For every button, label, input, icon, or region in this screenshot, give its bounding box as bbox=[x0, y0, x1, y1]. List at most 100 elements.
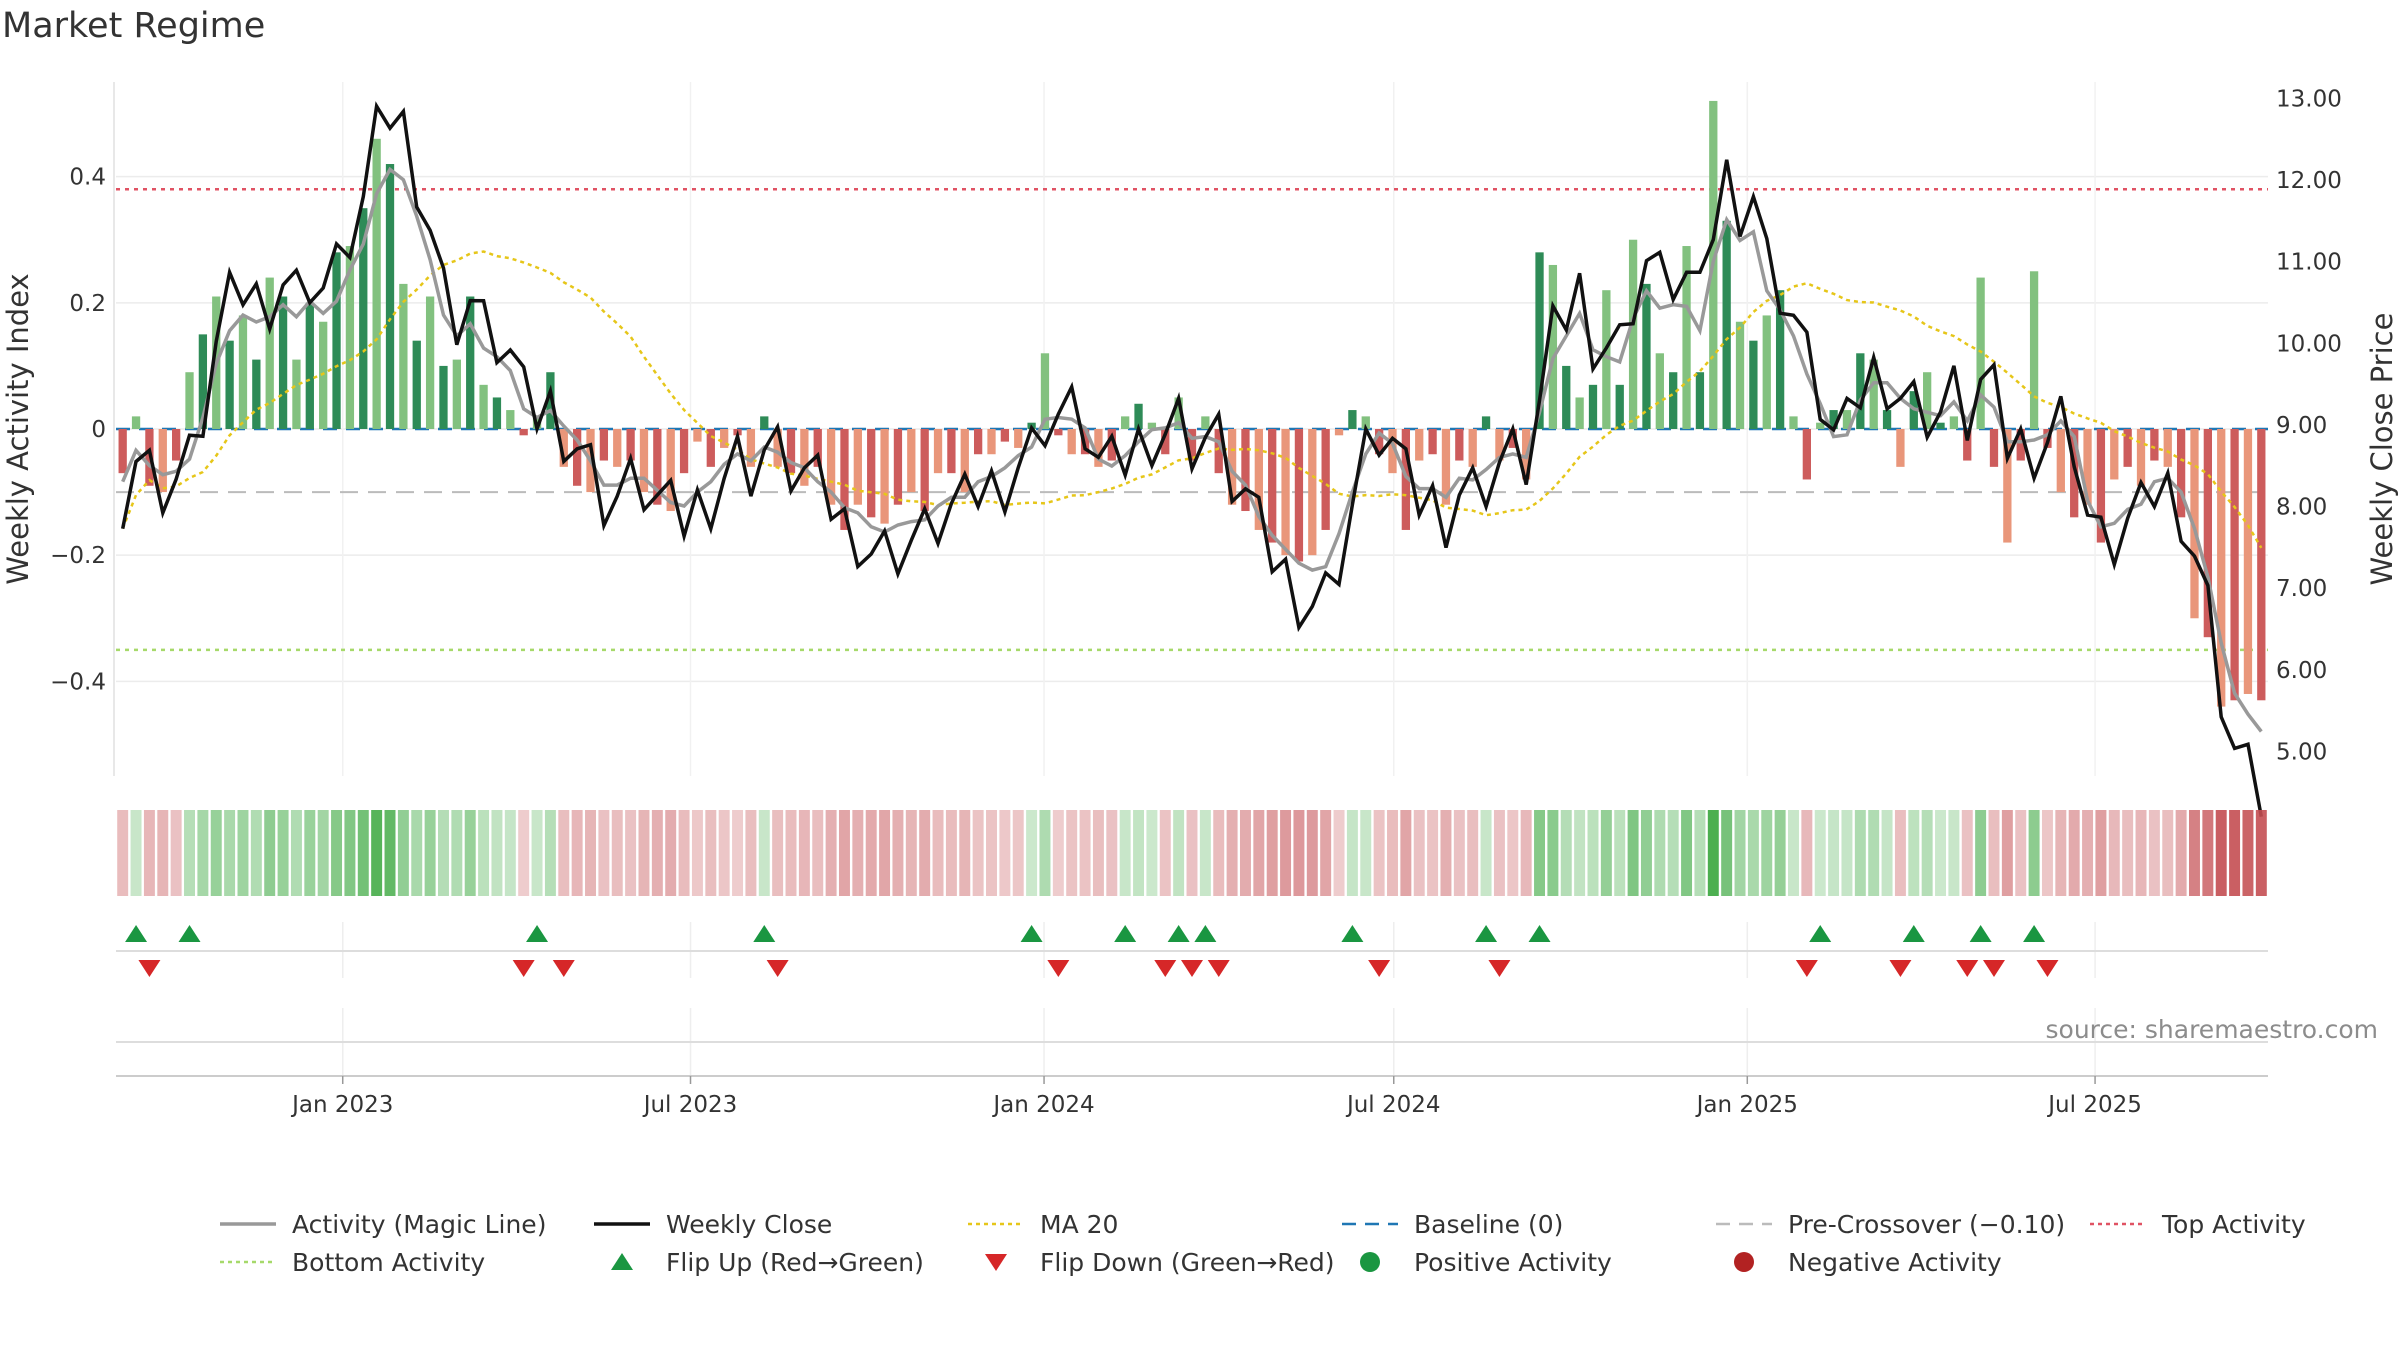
legend-label: Flip Up (Red→Green) bbox=[666, 1248, 924, 1277]
legend-label: Bottom Activity bbox=[292, 1248, 485, 1277]
legend: Activity (Magic Line) Weekly Close MA 20 Ba… bbox=[220, 1210, 2306, 1277]
y-right-tick-label: 9.00 bbox=[2276, 413, 2327, 439]
activity-bar bbox=[1588, 384, 1598, 429]
activity-bar bbox=[867, 429, 876, 518]
regime-strip-cell bbox=[1534, 810, 1546, 896]
regime-strip-cell bbox=[1614, 810, 1626, 896]
regime-strip-cell bbox=[1493, 810, 1505, 896]
regime-strip-cell bbox=[1400, 810, 1412, 896]
flip-up-marker bbox=[2023, 925, 2046, 942]
activity-bar bbox=[1481, 416, 1491, 429]
activity-bar bbox=[439, 365, 448, 429]
activity-bar bbox=[2096, 429, 2106, 543]
regime-strip-cell bbox=[2028, 810, 2040, 896]
activity-bar bbox=[2016, 429, 2025, 461]
regime-strip-cell bbox=[1159, 810, 1171, 896]
x-tick-label: Jan 2023 bbox=[290, 1092, 393, 1118]
regime-strip-cell bbox=[2068, 810, 2080, 896]
series-lines bbox=[120, 101, 2264, 818]
activity-bar bbox=[1174, 397, 1183, 429]
legend-item: Pre-Crossover (−0.10) bbox=[1716, 1210, 2065, 1239]
activity-bar bbox=[1976, 277, 1985, 429]
activity-bar bbox=[1949, 416, 1959, 429]
activity-bar bbox=[800, 429, 809, 486]
regime-strip-cell bbox=[638, 810, 650, 896]
activity-bar bbox=[2150, 429, 2159, 461]
regime-strip-cell bbox=[2082, 810, 2094, 896]
regime-strip-cell bbox=[558, 810, 570, 896]
activity-bar bbox=[773, 429, 782, 467]
activity-bar bbox=[1882, 410, 1892, 429]
y-left-axis-label: Weekly Activity Index bbox=[1, 273, 35, 584]
regime-strip-cell bbox=[1921, 810, 1933, 896]
regime-strip-cell bbox=[1761, 810, 1773, 896]
x-tick-label: Jan 2025 bbox=[1695, 1092, 1798, 1118]
activity-bar bbox=[2110, 429, 2119, 480]
activity-bar bbox=[973, 429, 983, 455]
regime-strip-cell bbox=[2229, 810, 2241, 896]
y-left-tick-label: −0.4 bbox=[50, 669, 106, 695]
activity-bar bbox=[1829, 410, 1838, 429]
activity-bar bbox=[198, 334, 208, 429]
regime-strip-cell bbox=[1052, 810, 1064, 896]
regime-strip-cell bbox=[1721, 810, 1733, 896]
flip-up-marker bbox=[1902, 925, 1925, 942]
regime-strip-cell bbox=[1894, 810, 1906, 896]
regime-strip-cell bbox=[1788, 810, 1799, 896]
reference-lines bbox=[116, 188, 2268, 652]
legend-label: Activity (Magic Line) bbox=[292, 1210, 546, 1239]
activity-bar bbox=[1869, 359, 1878, 429]
regime-strip-cell bbox=[1640, 810, 1652, 896]
activity-bar bbox=[1923, 372, 1932, 429]
activity-bar bbox=[546, 372, 555, 429]
activity-bar bbox=[653, 429, 662, 505]
legend-item: Positive Activity bbox=[1360, 1248, 1612, 1277]
activity-bar bbox=[1147, 422, 1157, 429]
regime-strip-cell bbox=[290, 810, 302, 896]
regime-strip-cell bbox=[959, 810, 971, 896]
activity-bar bbox=[225, 340, 234, 429]
flip-down-marker bbox=[138, 960, 161, 977]
regime-strip-cell bbox=[625, 810, 637, 896]
activity-bar bbox=[666, 429, 675, 512]
regime-strip-cell bbox=[1360, 810, 1372, 896]
regime-strip-cell bbox=[1547, 810, 1559, 896]
activity-bar bbox=[1000, 429, 1010, 442]
y-right-tick-label: 11.00 bbox=[2276, 250, 2342, 276]
flip-down-marker bbox=[1047, 960, 1070, 977]
activity-bar bbox=[2163, 429, 2172, 467]
regime-strip-cell bbox=[1427, 810, 1439, 896]
regime-strip-cell bbox=[852, 810, 864, 896]
legend-item: Flip Down (Green→Red) bbox=[985, 1248, 1335, 1277]
legend-item: Negative Activity bbox=[1734, 1248, 2002, 1277]
regime-strip-cell bbox=[705, 810, 717, 896]
regime-strip-cell bbox=[732, 810, 744, 896]
regime-strip-cell bbox=[838, 810, 850, 896]
legend-flip-down-icon bbox=[985, 1254, 1007, 1271]
legend-label: Top Activity bbox=[2161, 1210, 2306, 1239]
axes: 0.4 0.2 0 −0.2 −0.4 13.00 12.00 11.00 10.00 9.00 8… bbox=[1, 82, 2399, 776]
regime-strip-cell bbox=[2135, 810, 2147, 896]
flip-down-marker bbox=[1956, 960, 1979, 977]
flip-up-marker bbox=[753, 925, 776, 942]
flip-up-marker bbox=[1167, 925, 1190, 942]
activity-bar bbox=[1214, 429, 1223, 474]
y-right-tick-label: 13.00 bbox=[2276, 86, 2342, 112]
x-axis: Jan 2023 Jul 2023 Jan 2024 Jul 2024 Jan 2025… bbox=[116, 1008, 2268, 1118]
activity-bar bbox=[1401, 429, 1411, 530]
regime-strip-cell bbox=[157, 810, 169, 896]
regime-strip-cell bbox=[2001, 810, 2013, 896]
regime-strip-cell bbox=[905, 810, 917, 896]
activity-bar bbox=[1321, 429, 1330, 530]
activity-bar bbox=[2257, 429, 2266, 701]
regime-strip-cell bbox=[2255, 810, 2267, 896]
regime-strip-cell bbox=[1881, 810, 1893, 896]
regime-strip-cell bbox=[1026, 810, 1038, 896]
regime-strip-cell bbox=[518, 810, 530, 896]
activity-bar bbox=[1495, 429, 1504, 461]
regime-strip-cell bbox=[1306, 810, 1318, 896]
legend-item: Activity (Magic Line) bbox=[220, 1210, 546, 1239]
flip-down-marker bbox=[1181, 960, 1203, 977]
